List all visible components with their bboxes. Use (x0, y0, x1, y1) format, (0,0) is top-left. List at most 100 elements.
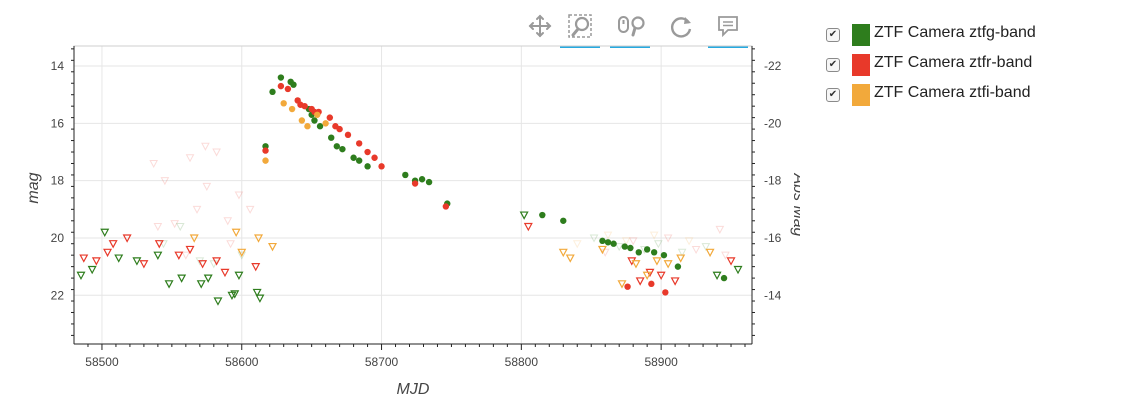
ztf-camera-ztfr-band-upper-limit (635, 277, 645, 286)
x-tick-label: 58600 (225, 355, 259, 369)
x-tick-label: 58700 (365, 355, 399, 369)
ztf-camera-ztfg-band-detection (643, 246, 651, 253)
wheel-zoom-icon (618, 16, 645, 37)
ztf-camera-ztfr-band-detection (336, 125, 343, 133)
ztf-camera-ztfg-band-upper-limit (100, 228, 110, 238)
ztf-camera-ztfg-band-detection (328, 134, 335, 141)
light-curve-chart[interactable]: 58500 58600 58700 58800 58900 14 16 18 20 22 -22 -2… (0, 0, 800, 412)
ztf-camera-ztfr-band-detection (355, 140, 363, 147)
legend-swatch-ztfi (852, 84, 870, 106)
plot-frame (73, 45, 753, 345)
ztf-camera-ztfr-band-detection (344, 131, 352, 139)
faint-upper-limit-marker (212, 148, 221, 157)
ztf-camera-ztfi-band-upper-limit (676, 254, 686, 263)
hover-tool[interactable] (708, 10, 748, 48)
ztf-camera-ztfr-band-detection (624, 283, 631, 290)
ztf-camera-ztfg-band-upper-limit (519, 211, 529, 220)
ztf-camera-ztfg-band-upper-limit (177, 274, 187, 283)
faint-upper-limit-marker (175, 223, 185, 232)
faint-upper-limit-marker (649, 231, 659, 240)
faint-upper-limit-marker (614, 243, 624, 252)
ztf-camera-ztfr-band-upper-limit (108, 240, 118, 249)
box-zoom-tool[interactable] (560, 10, 600, 48)
ztf-camera-ztfi-band-upper-limit (597, 245, 607, 255)
ztf-camera-ztfg-band-detection (560, 217, 567, 224)
ztf-camera-ztfr-band-upper-limit (122, 234, 132, 243)
ztf-camera-ztfr-band-detection (277, 82, 285, 90)
faint-upper-limit-marker (185, 154, 195, 163)
faint-upper-limit-marker (589, 234, 599, 243)
ztf-camera-ztfg-band-detection (311, 117, 318, 124)
reset-tool[interactable] (660, 10, 700, 44)
faint-upper-limit-marker (181, 251, 191, 260)
ztf-camera-ztfr-band-upper-limit (103, 248, 113, 258)
ztf-camera-ztfg-band-upper-limit (733, 265, 743, 275)
faint-upper-limit-marker (237, 251, 247, 260)
y2-tick-label: -22 (764, 59, 782, 73)
faint-upper-limit-marker (226, 240, 235, 249)
ztf-camera-ztfi-band-detection (322, 120, 329, 127)
y2-tick-label: -16 (764, 231, 782, 245)
ztf-camera-ztfg-band-detection (277, 74, 285, 81)
faint-upper-limit-marker (192, 205, 202, 214)
legend-swatch-ztfg (852, 24, 870, 46)
box-zoom-icon (568, 14, 592, 38)
ztf-camera-ztfr-band-detection (648, 280, 655, 288)
y2-tick-label: -14 (764, 288, 782, 302)
ztf-camera-ztfg-band-detection (660, 251, 668, 259)
ztf-camera-ztfg-band-detection (604, 239, 612, 246)
ztf-camera-ztfg-band-upper-limit (230, 290, 240, 299)
ztf-camera-ztfg-band-upper-limit (87, 265, 97, 275)
ztf-camera-ztfg-band-detection (621, 243, 628, 250)
ztf-camera-ztfi-band-detection (288, 105, 296, 113)
y-tick-label: 20 (51, 231, 65, 245)
ztf-camera-ztfr-band-detection (364, 148, 371, 156)
ztf-camera-ztfr-band-detection (284, 85, 292, 93)
ztf-camera-ztfg-band-upper-limit (196, 280, 206, 289)
ztf-camera-ztfr-band-upper-limit (198, 260, 208, 269)
ztf-camera-ztfg-band-upper-limit (114, 254, 124, 263)
checkbox-ztfr[interactable]: ✔ (826, 58, 840, 72)
ztf-camera-ztfg-band-detection (339, 145, 346, 153)
checkbox-ztfg[interactable]: ✔ (826, 28, 840, 42)
ztf-camera-ztfr-band-detection (411, 180, 419, 187)
ztf-camera-ztfg-band-detection (610, 240, 617, 247)
ztf-camera-ztfr-band-detection (326, 114, 334, 121)
ztf-camera-ztfr-band-upper-limit (212, 257, 222, 266)
ztf-camera-ztfi-band-upper-limit (231, 228, 241, 238)
faint-upper-limit-marker (600, 248, 610, 257)
ztf-camera-ztfr-band-upper-limit (91, 257, 101, 266)
x-tick-label: 58800 (505, 355, 539, 369)
ztf-camera-ztfg-band-detection (333, 143, 341, 150)
faint-upper-limit-marker (572, 240, 582, 249)
faint-upper-limit-marker (245, 205, 255, 214)
x-tick-label: 58500 (85, 355, 119, 369)
ztf-camera-ztfg-band-detection (650, 249, 658, 256)
ztf-camera-ztfg-band-detection (364, 163, 371, 170)
ztf-camera-ztfg-band-detection (418, 176, 426, 183)
ztf-camera-ztfg-band-upper-limit (203, 274, 213, 283)
ztf-camera-ztfr-band-upper-limit (523, 222, 533, 232)
y-tick-label: 22 (51, 288, 65, 302)
pan-tool[interactable] (520, 10, 560, 44)
ztf-camera-ztfg-band-detection (350, 154, 357, 161)
faint-upper-limit-marker (149, 159, 159, 169)
ztf-camera-ztfr-band-upper-limit (174, 251, 184, 260)
ztf-camera-ztfg-band-detection (316, 123, 324, 130)
wheel-zoom-tool[interactable] (610, 10, 650, 48)
ztf-camera-ztfi-band-upper-limit (617, 280, 627, 289)
ztf-camera-ztfg-band-detection (425, 178, 433, 186)
ztf-camera-ztfi-band-upper-limit (268, 242, 278, 252)
y2-axis-title: Abs Mag (790, 172, 800, 236)
ztf-camera-ztfi-band-upper-limit (189, 234, 199, 243)
grid-lines (74, 46, 752, 344)
ztf-camera-ztfi-band-upper-limit (237, 248, 247, 258)
legend-label-ztfr: ZTF Camera ztfr-band (874, 54, 1033, 71)
ztf-camera-ztfi-band-detection (298, 117, 306, 124)
ztf-camera-ztfg-band-upper-limit (164, 280, 174, 289)
ztf-camera-ztfi-band-detection (280, 100, 287, 107)
ztf-camera-ztfr-band-detection (378, 163, 385, 170)
faint-upper-limit-marker (701, 243, 711, 252)
ztf-camera-ztfg-band-detection (355, 157, 363, 164)
checkbox-ztfi[interactable]: ✔ (826, 88, 840, 102)
